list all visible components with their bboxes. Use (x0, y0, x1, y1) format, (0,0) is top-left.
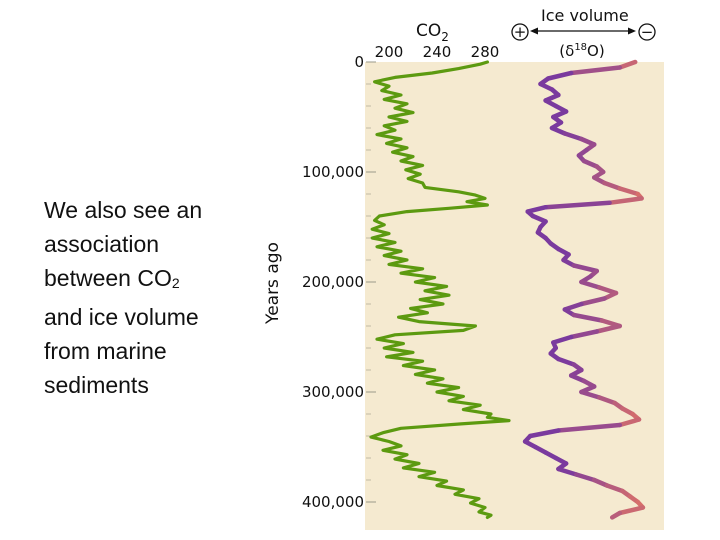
slide-text: We also see an association between CO2 a… (44, 193, 244, 402)
y-tick-label: 200,000 (302, 273, 364, 291)
arrow-left-head (530, 27, 538, 35)
ice-volume-segment (562, 131, 584, 142)
ice-volume-segment (527, 428, 561, 439)
co2-axis-label: CO2 (416, 21, 449, 44)
ice-volume-segment (617, 505, 646, 516)
delta-o18-label: (δ18O) (559, 42, 604, 60)
co2-subscript: 2 (171, 275, 180, 291)
ice-volume-segment (551, 334, 574, 345)
ice-volume-segment (597, 395, 617, 406)
ice-volume-segment (571, 312, 605, 323)
co2-tick-labels: 200 240 280 (375, 43, 500, 61)
y-tick-label: 0 (354, 53, 364, 71)
y-axis: 0 100,000 200,000 300,000 400,000 (302, 53, 376, 511)
ice-volume-segment (571, 263, 600, 274)
ice-volume-series (522, 59, 646, 520)
ice-volume-segment (594, 323, 623, 334)
ice-volume-segment (617, 59, 638, 70)
y-axis-label: Years ago (263, 242, 283, 325)
ice-volume-segment (602, 180, 623, 191)
text-line: between CO2 (44, 261, 244, 300)
ice-volume-segment (556, 356, 577, 367)
ice-volume-segment (604, 483, 625, 494)
text-line: sediments (44, 372, 149, 398)
ice-volume-segment (545, 70, 574, 81)
ice-volume-segment (579, 279, 602, 290)
ice-volume-segment (617, 417, 642, 428)
minus-circle-icon (638, 23, 656, 41)
co2-tick-label: 240 (423, 43, 452, 61)
ice-volume-segment (556, 422, 623, 433)
ice-volume-axis: Ice volume + − (δ18O) (511, 6, 656, 60)
text-line-co: between CO (44, 265, 172, 291)
y-tick-label: 300,000 (302, 383, 364, 401)
arrow-right-head (628, 27, 636, 35)
y-tick-label: 400,000 (302, 493, 364, 511)
ice-volume-segment (579, 296, 607, 307)
ice-volume-segment (568, 329, 600, 340)
ice-volume-segment (617, 186, 641, 197)
ice-volume-segment (607, 196, 644, 206)
ice-volume-segment (579, 389, 602, 400)
y-tick-label: 100,000 (302, 163, 364, 181)
text-line: from marine (44, 338, 167, 364)
ice-volume-segment (581, 158, 600, 169)
ice-volume-label: Ice volume (541, 6, 629, 25)
ice-volume-segment (556, 466, 579, 477)
ice-volume-segment (591, 477, 610, 488)
series-layer (369, 59, 646, 520)
text-line: and ice volume (44, 304, 199, 330)
ice-volume-segment (568, 65, 623, 76)
co2-axis: CO2 200 240 280 (375, 21, 500, 61)
ice-volume-segment (543, 200, 612, 210)
plus-sign: + (514, 23, 527, 41)
plot-background (365, 62, 664, 530)
co2-tick-label: 280 (471, 43, 500, 61)
ice-volume-segment (525, 204, 548, 214)
text-line: association (44, 231, 160, 257)
ice-volume-segment (568, 373, 587, 384)
co2-tick-label: 200 (375, 43, 404, 61)
ice-volume-segment (609, 510, 623, 520)
minus-sign: − (641, 23, 654, 41)
co2-series-line (369, 60, 511, 520)
text-line: We also see an (44, 197, 203, 223)
plus-circle-icon (511, 23, 529, 41)
ice-volume-segment (574, 472, 597, 483)
ice-volume-segment (549, 125, 568, 136)
